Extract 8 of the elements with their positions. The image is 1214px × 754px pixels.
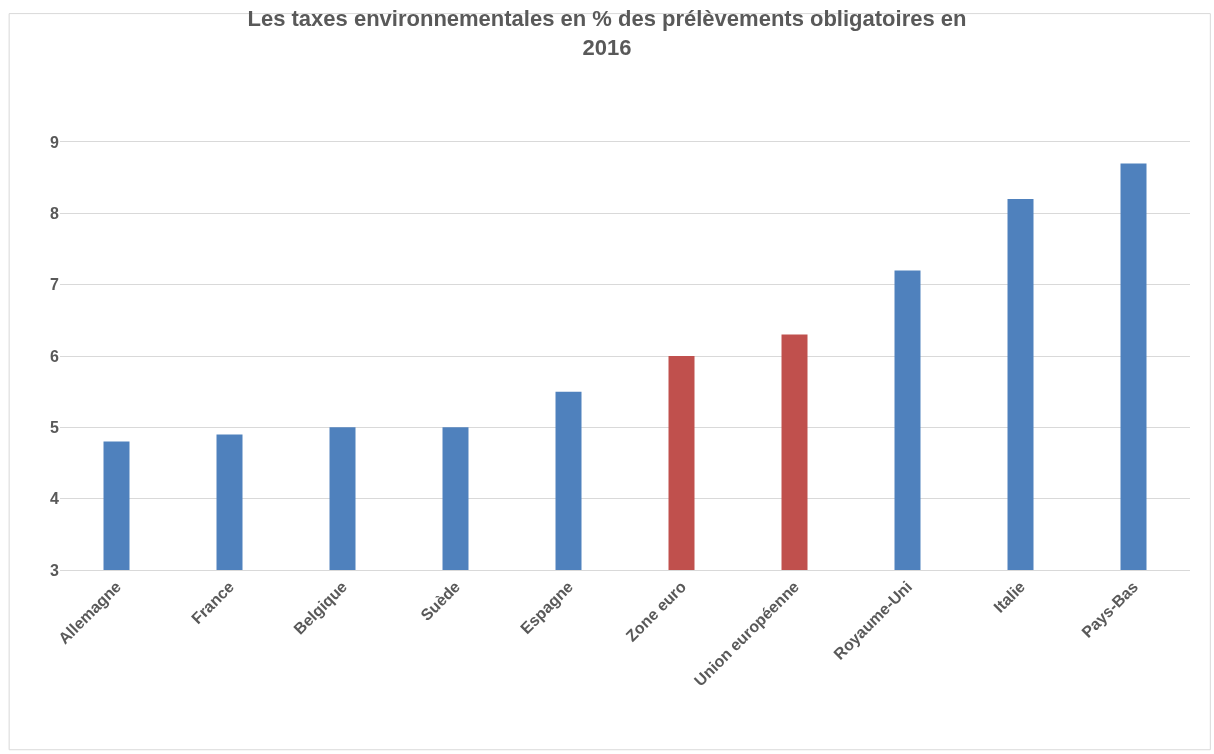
y-tick-label: 6 [50,347,60,365]
y-tick-label: 5 [50,418,60,436]
y-tick-label: 8 [50,204,60,222]
y-tick-label: 9 [50,133,60,151]
y-tick-label: 3 [50,561,60,579]
y-tick-label: 4 [50,490,60,508]
y-tick-label: 7 [50,276,60,294]
chart-title: Les taxes environnementales en % des prélèvements obligatoires en 2016 [247,6,967,60]
